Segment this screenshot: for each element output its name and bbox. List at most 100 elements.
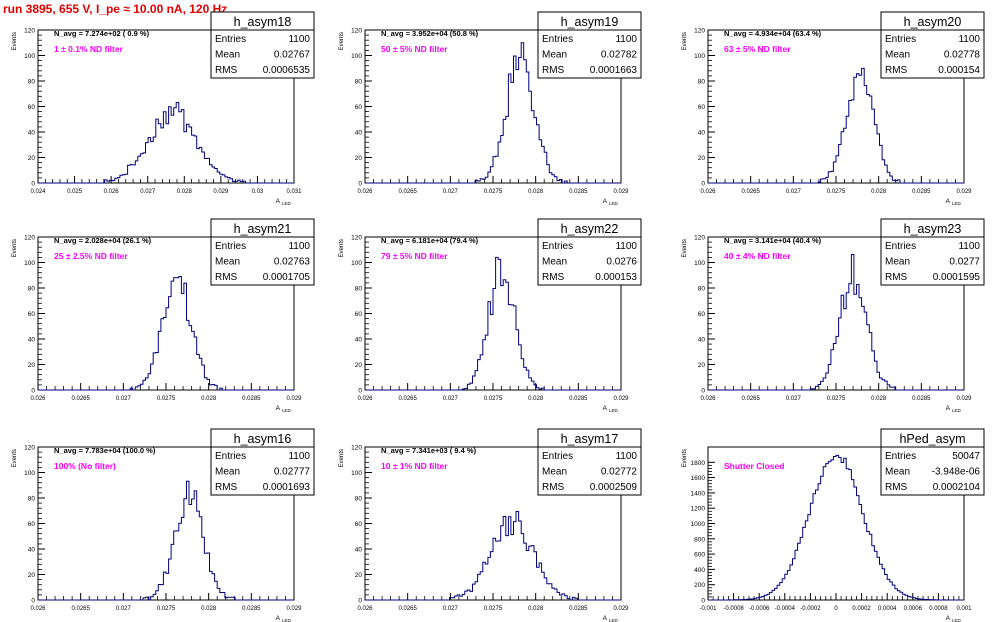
x-tick-label: 0.027 (443, 396, 459, 402)
x-axis-label-sub: LED (282, 201, 292, 206)
y-tick-label: 20 (28, 362, 36, 369)
stat-label: Mean (542, 50, 567, 61)
histogram-line (38, 102, 294, 184)
stat-label: Mean (885, 467, 910, 478)
stat-value: -3.948e-06 (932, 467, 981, 478)
stats-box: Entries 1100 Mean 0.02777 RMS 0.0001693 (210, 446, 315, 496)
y-tick-label: 120 (24, 235, 35, 242)
stat-value: 0.0277 (949, 257, 980, 268)
title-box: h_asym16 (210, 428, 315, 448)
filter-label: Shutter Closed (724, 461, 784, 471)
x-tick-label: 0.0004 (878, 606, 897, 612)
y-tick-label: 20 (698, 155, 706, 162)
stats-box-frame (210, 236, 315, 286)
x-tick-label: 0.026 (104, 189, 120, 195)
stats-box-frame (880, 236, 985, 286)
histogram-panel-h_asym18: 0 20 40 60 80 100 120 0.024 0.025 0.026 0.027 0.028… (12, 11, 315, 206)
stat-value: 0.0006535 (263, 65, 311, 76)
x-tick-label: 0.0275 (484, 606, 503, 612)
x-tick-label: 0.0265 (71, 606, 90, 612)
y-tick-label: 1600 (691, 475, 706, 482)
histogram-title: h_asym19 (561, 15, 619, 29)
histogram-title: h_asym18 (234, 15, 292, 29)
x-axis-label: A (946, 405, 951, 412)
x-tick-label: 0.026 (357, 189, 373, 195)
histogram-panel-hPed_asym: 020040060080010001200140016001800-0.001-… (682, 428, 985, 622)
stats-box: Entries 50047 Mean -3.948e-06 RMS 0.0002104 (880, 446, 985, 496)
histogram-line (365, 256, 621, 391)
x-tick-label: 0.029 (613, 606, 629, 612)
x-tick-label: 0.03 (252, 189, 264, 195)
y-tick-label: 80 (355, 79, 363, 86)
stat-label: RMS (215, 65, 238, 76)
y-tick-label: 40 (28, 130, 36, 137)
y-tick-label: 40 (28, 547, 36, 554)
y-tick-label: 100 (24, 260, 35, 267)
stat-label: Entries (542, 241, 573, 252)
x-tick-label: 0.0285 (242, 396, 261, 402)
title-box: hPed_asym (880, 428, 985, 448)
y-tick-label: 100 (694, 260, 705, 267)
stats-box-frame (537, 446, 642, 496)
x-tick-label: -0.0002 (800, 606, 821, 612)
histogram-line (38, 480, 294, 601)
x-axis-label: A (276, 405, 281, 412)
histogram-panel-h_asym16: 0 20 40 60 80 100 120 0.026 0.0265 0.027 0.0275 0.0… (12, 428, 315, 622)
x-tick-label: 0.0285 (912, 396, 931, 402)
y-tick-label: 0 (701, 388, 705, 395)
x-tick-label: 0.028 (528, 189, 544, 195)
x-axis-label-sub: LED (952, 408, 962, 413)
y-tick-label: 0 (31, 598, 35, 605)
y-axis-label: Events (339, 239, 345, 257)
y-tick-label: 60 (698, 311, 706, 318)
x-tick-label: 0.0275 (827, 189, 846, 195)
stats-box: Entries 1100 Mean 0.02778 RMS 0.000154 (880, 29, 985, 79)
x-tick-label: 0.025 (67, 189, 83, 195)
x-axis-label: A (276, 198, 281, 205)
y-tick-label: 80 (28, 496, 36, 503)
stat-value: 1100 (958, 241, 980, 252)
stat-label: RMS (542, 482, 565, 493)
x-tick-label: 0.029 (286, 606, 302, 612)
y-tick-label: 800 (694, 536, 705, 543)
title-box: h_asym23 (880, 218, 985, 238)
stat-label: Entries (885, 241, 916, 252)
y-axis-label: Events (682, 449, 688, 467)
y-tick-label: 20 (355, 155, 363, 162)
x-tick-label: 0.0275 (157, 396, 176, 402)
filter-label: 63 ± 5% ND filter (724, 44, 791, 54)
y-axis-label: Events (12, 239, 18, 257)
histogram-panel-h_asym20: 0 20 40 60 80 100 120 0.026 0.0265 0.027 0.0275 0.0… (682, 11, 985, 206)
stat-value: 1100 (288, 451, 310, 462)
y-tick-label: 80 (28, 79, 36, 86)
histogram-title: h_asym21 (234, 222, 292, 236)
y-axis-label: Events (339, 449, 345, 467)
y-axis-label: Events (12, 32, 18, 50)
histogram-title: h_asym16 (234, 432, 292, 446)
y-tick-label: 40 (698, 337, 706, 344)
stats-box: Entries 1100 Mean 0.0277 RMS 0.0001595 (880, 236, 985, 286)
title-box: h_asym17 (537, 428, 642, 448)
y-tick-label: 100 (351, 260, 362, 267)
stat-value: 0.0002509 (590, 482, 638, 493)
y-axis-label: Events (339, 32, 345, 50)
x-tick-label: 0.029 (213, 189, 229, 195)
stat-label: RMS (215, 272, 238, 283)
y-axis-label: Events (682, 32, 688, 50)
stat-label: Entries (885, 451, 916, 462)
filter-label: 10 ± 1% ND filter (381, 461, 448, 471)
stat-value: 0.0001595 (933, 272, 981, 283)
y-tick-label: 0 (358, 598, 362, 605)
y-tick-label: 600 (694, 552, 705, 559)
x-tick-label: 0.026 (700, 189, 716, 195)
stat-value: 0.0001705 (263, 272, 311, 283)
stat-label: Entries (542, 34, 573, 45)
stats-box-frame (210, 446, 315, 496)
x-tick-label: 0.028 (871, 396, 887, 402)
y-tick-label: 0 (358, 181, 362, 188)
stat-value: 1100 (615, 451, 637, 462)
stat-value: 1100 (615, 241, 637, 252)
y-tick-label: 80 (355, 496, 363, 503)
x-tick-label: 0.0275 (484, 189, 503, 195)
